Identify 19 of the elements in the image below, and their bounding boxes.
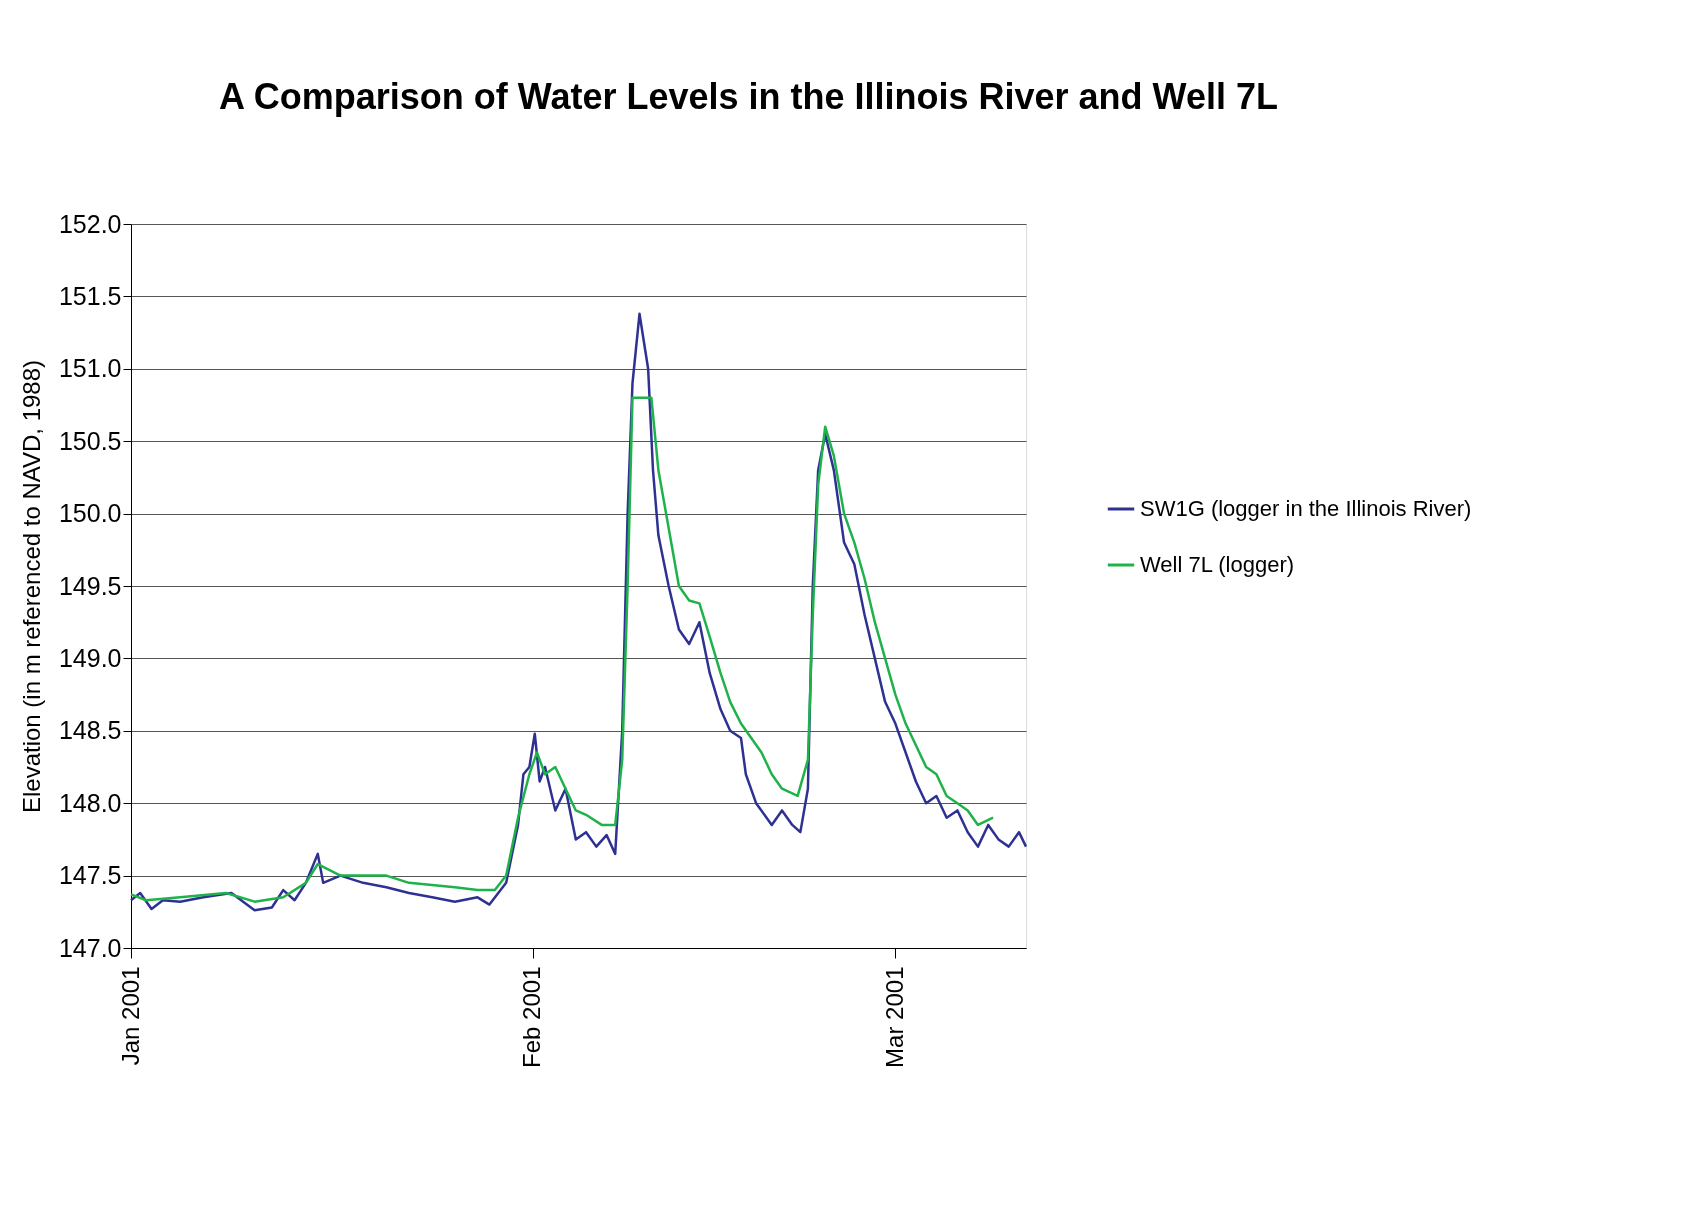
x-tick-label: Jan 2001 — [116, 966, 144, 1066]
line-series — [129, 396, 995, 903]
y-tick-label: 152.0 — [58, 209, 122, 238]
chart-title: A Comparison of Water Levels in the Illinois River and Well 7L — [219, 76, 1278, 117]
y-tick-label: 150.0 — [58, 499, 122, 528]
y-tick-label: 151.5 — [58, 281, 122, 310]
y-tick-label: 150.5 — [58, 426, 122, 455]
y-tick-label: 148.0 — [58, 788, 122, 817]
y-tick-label: 147.5 — [58, 861, 122, 890]
y-tick-label: 147.0 — [58, 933, 122, 962]
y-tick-label: 148.5 — [58, 716, 122, 745]
y-tick-label: 149.5 — [58, 571, 122, 600]
legend-label: SW1G (logger in the Illinois River) — [1140, 496, 1472, 521]
x-tick-label: Mar 2001 — [880, 966, 908, 1068]
y-tick-label: 149.0 — [58, 643, 122, 672]
y-tick-label: 151.0 — [58, 354, 122, 383]
legend-label: Well 7L (logger) — [1140, 552, 1295, 577]
x-tick-label: Feb 2001 — [518, 966, 546, 1068]
y-axis-title: Elevation (in m referenced to NAVD, 1988) — [17, 359, 45, 814]
